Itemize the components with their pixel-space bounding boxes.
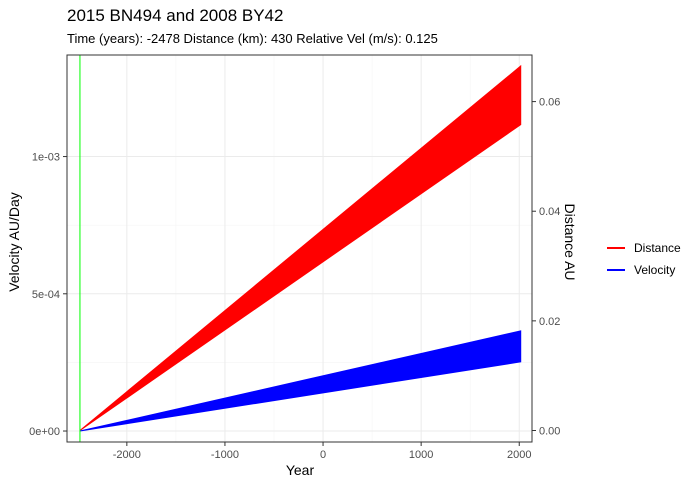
y-left-axis-ticks: 0e+00 5e-04 1e-03 <box>29 152 67 438</box>
y-right-tick-label: 0.04 <box>539 206 560 218</box>
y-right-axis-title: Distance AU <box>562 203 578 280</box>
chart-title: 2015 BN494 and 2008 BY42 <box>67 6 283 25</box>
band-velocity <box>79 330 522 432</box>
x-tick-label: 1000 <box>409 449 433 461</box>
legend-label-distance: Distance <box>634 241 681 255</box>
legend: Distance Velocity <box>607 241 681 277</box>
x-axis-ticks: -2000 -1000 0 1000 2000 <box>113 442 531 461</box>
x-tick-label: -2000 <box>113 449 141 461</box>
y-left-tick-label: 0e+00 <box>29 426 60 438</box>
data-bands <box>79 64 522 432</box>
legend-label-velocity: Velocity <box>634 263 675 277</box>
band-distance <box>79 64 522 431</box>
y-right-axis-ticks: 0.00 0.02 0.04 0.06 <box>532 97 560 437</box>
x-tick-label: 2000 <box>507 449 531 461</box>
y-right-tick-label: 0.02 <box>539 316 560 328</box>
y-right-tick-label: 0.06 <box>539 97 560 109</box>
y-left-axis-title: Velocity AU/Day <box>6 192 22 292</box>
x-tick-label: -1000 <box>211 449 239 461</box>
y-right-tick-label: 0.00 <box>539 425 560 437</box>
x-tick-label: 0 <box>320 449 326 461</box>
y-left-tick-label: 5e-04 <box>32 289 60 301</box>
y-left-tick-label: 1e-03 <box>32 152 60 164</box>
plot-panel <box>66 54 533 443</box>
chart-subtitle: Time (years): -2478 Distance (km): 430 R… <box>67 31 438 46</box>
x-axis-title: Year <box>286 462 315 478</box>
